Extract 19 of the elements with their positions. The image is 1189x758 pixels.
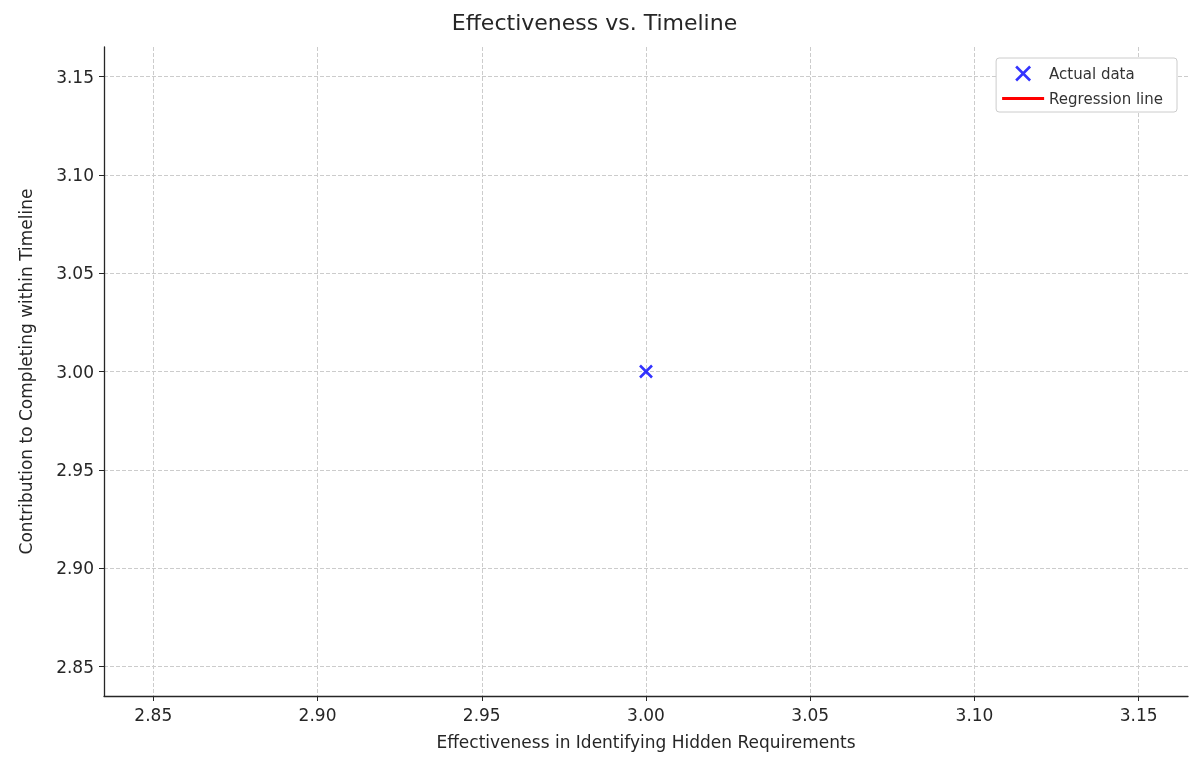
chart-title: Effectiveness vs. Timeline [451,9,738,35]
y-tick-label: 3.00 [56,361,94,382]
x-tick-label: 3.10 [955,704,994,725]
x-tick-label: 3.00 [627,704,665,725]
x-tick-label: 3.05 [791,704,830,725]
x-tick-label: 2.85 [134,704,173,725]
x-tick-label: 2.90 [298,704,337,725]
y-tick-label: 2.95 [56,459,94,480]
legend-label: Actual data [1049,64,1135,83]
y-tick-label: 2.90 [56,558,94,579]
y-tick-label: 3.05 [56,263,94,284]
legend-label: Regression line [1049,89,1164,108]
y-tick-label: 2.85 [56,656,94,677]
y-tick-label: 3.15 [56,66,94,87]
x-tick-label: 3.15 [1119,704,1158,725]
y-axis-title: Contribution to Completing within Timeline [15,188,36,555]
x-axis-title: Effectiveness in Identifying Hidden Requirements [436,731,856,752]
x-tick-label: 2.95 [462,704,501,725]
y-tick-label: 3.10 [56,164,94,185]
